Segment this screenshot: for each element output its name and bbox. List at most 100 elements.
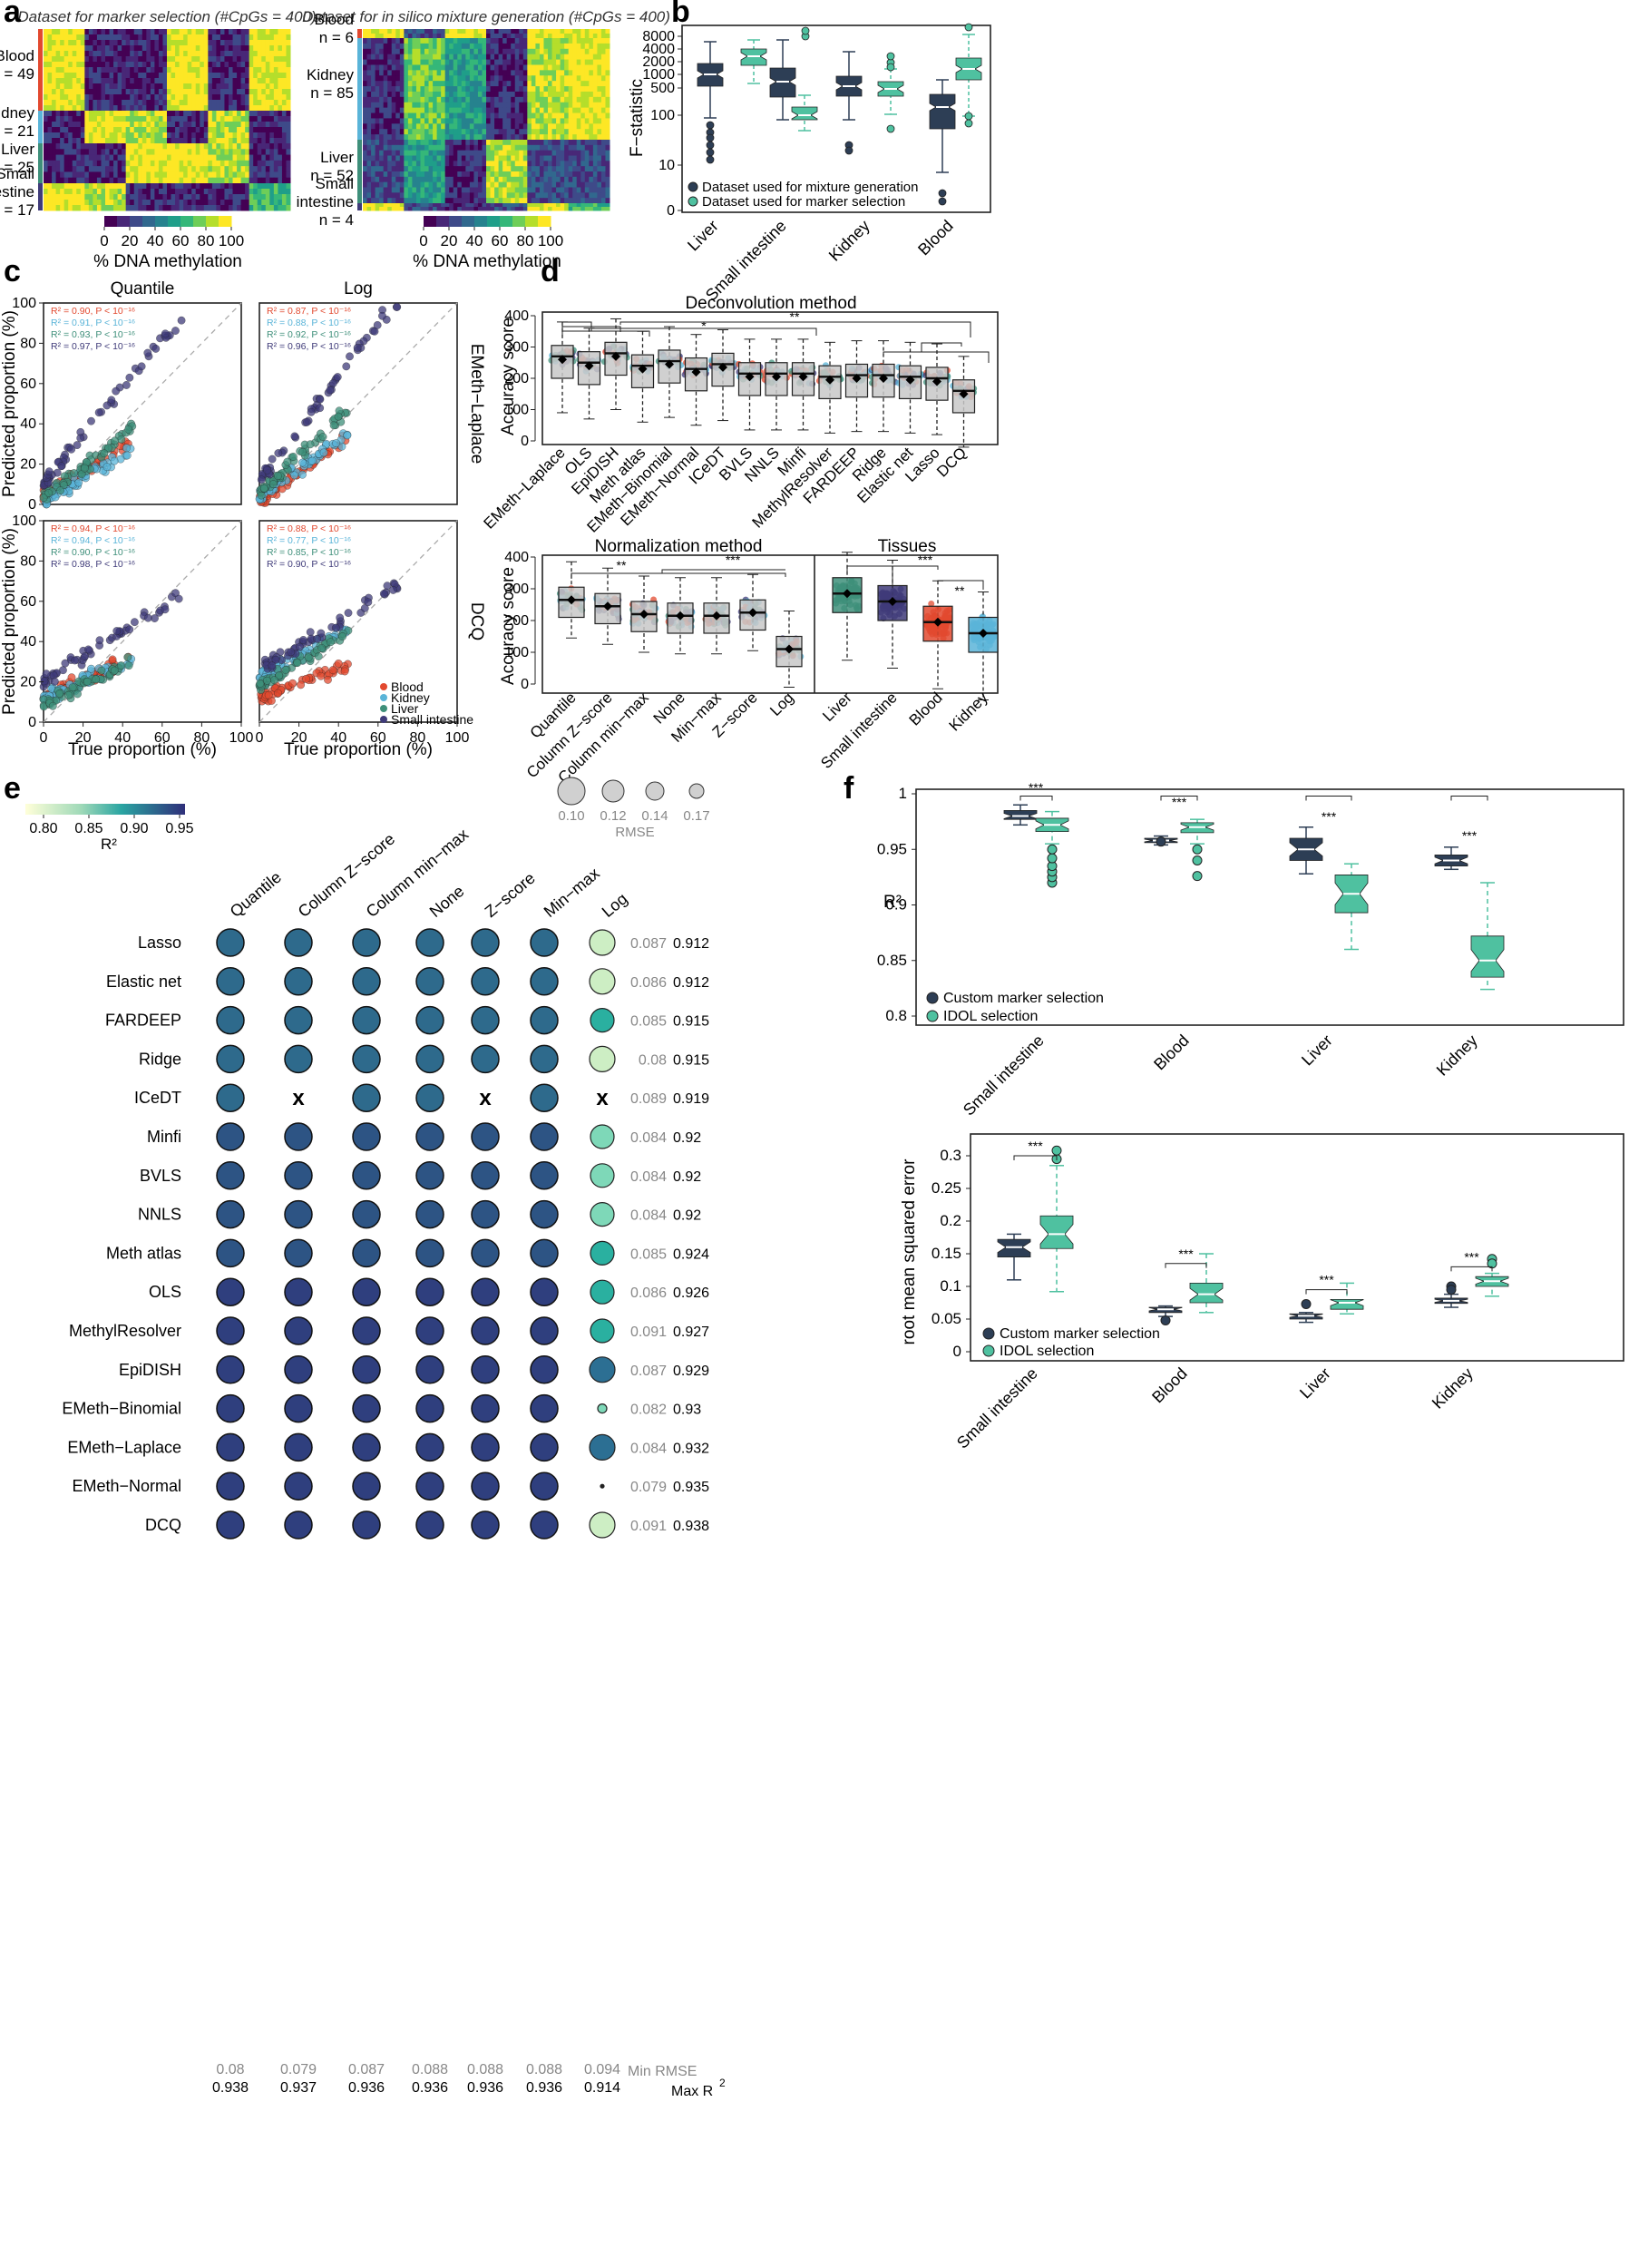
c-xlabel: True proportion (%) [68,740,217,759]
e-row-label: BVLS [140,1167,181,1185]
b-category: Kidney [825,217,873,265]
b-box [791,106,818,121]
e-dot [471,1161,500,1190]
e-dot [216,1393,245,1423]
e-row-label: EMeth−Laplace [67,1438,181,1456]
b-outlier [886,63,895,72]
b-ylabel: F−statistic [628,79,647,157]
e-row-label: FARDEEP [105,1012,181,1030]
e-dot [530,1355,559,1384]
e-row-rmse: 0.084 [630,1130,667,1146]
f-legend-custom: Custom marker selection [1000,1326,1160,1342]
e-row-label: DCQ [145,1516,181,1534]
e-row-rmse: 0.089 [630,1091,667,1107]
f-box [1330,1299,1364,1310]
f-ytick: 0 [953,1343,961,1360]
f-ytick: 0.05 [932,1310,961,1327]
heatmap-marker-selection-title: Dataset for marker selection (#CpGs = 40… [17,8,316,25]
group-name: Liver [1,141,34,158]
e-dot [352,1161,381,1190]
e-row-r2: 0.938 [673,1519,709,1534]
e-dot [284,1510,313,1540]
e-dot [352,1083,381,1112]
e-row-label: Elastic net [106,973,181,991]
e-min-rmse-label: Min RMSE [628,2064,697,2079]
e-size-label: RMSE [615,825,654,840]
panel-letter-d: d [541,254,560,288]
e-dot [530,1510,559,1540]
e-dot [415,1083,444,1112]
e-row-rmse: 0.082 [630,1403,667,1418]
e-min-rmse: 0.08 [216,2062,244,2077]
e-max-r2: 0.938 [212,2080,249,2096]
e-dot [352,1122,381,1151]
e-dot [284,1199,313,1229]
group-n: n = 17 [0,201,34,219]
e-dot [589,968,616,995]
e-dot [352,1238,381,1268]
e-max-r2-label: Max R [671,2084,713,2099]
c-stat: R² = 0.96, P < 10⁻¹⁶ [267,341,351,352]
c-ytick: 40 [20,634,36,650]
e-dot [589,1511,616,1539]
panel-letter-a: a [4,0,22,29]
c-ytick: 60 [20,594,36,610]
e-dot [589,1433,616,1461]
c-xtick: 20 [75,730,92,746]
group-name: Kidney [0,104,34,122]
e-dot [530,1005,559,1035]
group-n: n = 85 [310,84,354,102]
c-row-title: EMeth−Laplace [467,344,486,464]
f-outlier [1192,844,1203,855]
e-dot [471,1238,500,1268]
e-dot [216,1083,245,1112]
e-dot [590,1007,615,1033]
panel-letter-b: b [671,0,690,29]
e-row-r2: 0.915 [673,1052,709,1068]
e-max-r2: 0.937 [280,2080,317,2096]
e-dot [415,1044,444,1074]
e-row-r2: 0.915 [673,1014,709,1030]
group-n: n = 52 [310,167,354,184]
c-legend-item: Kidney [391,690,430,705]
c-ytick: 0 [28,497,36,513]
c-stat: R² = 0.90, P < 10⁻¹⁶ [51,547,135,558]
group-bar [357,29,362,38]
c-xtick: 40 [330,730,346,746]
heatmap-marker-selection: Dataset for marker selection (#CpGs = 40… [0,8,317,219]
f-sig: *** [1028,1139,1043,1153]
b-outlier [844,146,854,155]
b-ytick: 1000 [642,67,675,83]
b-ytick: 4000 [642,42,675,57]
e-row-r2: 0.935 [673,1480,709,1495]
d-tissue-label: Liver [819,689,855,725]
e-dot [415,1238,444,1268]
f-outlier [1160,1315,1171,1325]
e-missing-mark: x [292,1086,305,1110]
e-min-rmse: 0.088 [467,2062,503,2077]
e-dot [216,1355,245,1384]
e-dot [284,1238,313,1268]
c-xtick: 60 [154,730,171,746]
e-dot [415,1277,444,1306]
c-xlabel: True proportion (%) [284,740,433,759]
e-row-rmse: 0.085 [630,1014,667,1030]
e-dot [471,1510,500,1540]
e-dot [590,1240,615,1266]
e-row-r2: 0.93 [673,1403,701,1418]
f-ytick: 0.3 [940,1147,961,1164]
e-row-label: EpiDISH [119,1361,181,1379]
e-dot [530,1199,559,1229]
e-dot [590,1163,615,1188]
e-dot [530,928,559,957]
e-dot [216,1044,245,1074]
b-ytick: 100 [650,108,675,123]
f-box [1039,1215,1074,1249]
f-ytick: 0.2 [940,1212,961,1229]
group-name: intestine [0,183,34,200]
e-dot [284,1044,313,1074]
c-xtick: 60 [370,730,386,746]
e-dot [530,1316,559,1345]
e-colorbar-tick: 0.95 [165,821,193,836]
